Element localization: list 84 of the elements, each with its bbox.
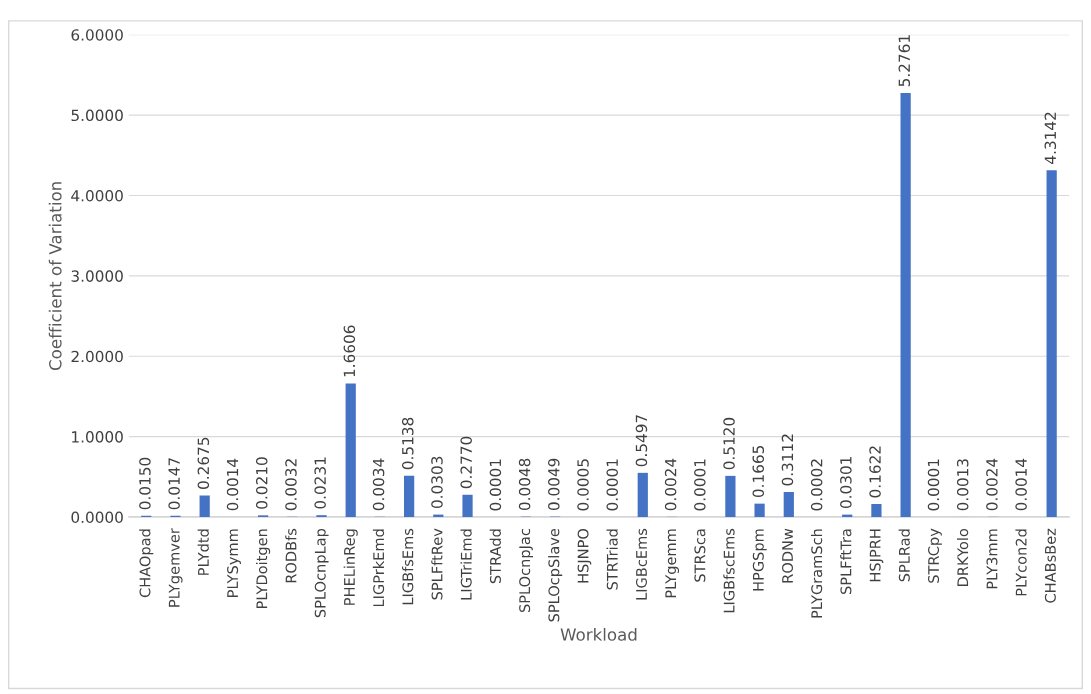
- x-tick-label: PLYgemver: [168, 528, 183, 607]
- data-label: 0.0147: [168, 458, 180, 510]
- y-tick-label: 1.0000: [72, 431, 123, 443]
- x-tick-label: RODNw: [782, 528, 794, 583]
- data-label: 0.5138: [401, 417, 414, 470]
- data-label: 0.0034: [372, 458, 385, 511]
- data-label: 0.0024: [986, 458, 998, 511]
- x-tick-label: SPLRad: [898, 529, 910, 582]
- bar: [871, 503, 882, 518]
- bar: [637, 472, 648, 518]
- bar: [900, 92, 911, 518]
- bar: [345, 383, 356, 518]
- x-tick-label: SPLFftTra: [840, 529, 852, 595]
- data-label: 0.0001: [927, 459, 940, 511]
- x-tick-label: DRKYolo: [956, 528, 969, 586]
- bar: [783, 492, 794, 518]
- x-tick-label: SPLFftRev: [431, 528, 443, 600]
- data-label: 0.3112: [781, 434, 794, 486]
- data-label: 0.0002: [810, 459, 823, 511]
- y-tick-label: 2.0000: [71, 350, 123, 363]
- y-tick-label: 6.0000: [71, 29, 123, 41]
- x-tick-label: SPLOcnpJac: [519, 529, 533, 613]
- data-label: 1.6606: [343, 325, 356, 377]
- data-label: 0.2770: [460, 436, 472, 489]
- bar: [725, 475, 736, 518]
- data-label: 0.0231: [314, 457, 326, 509]
- data-label: 0.0014: [226, 458, 239, 511]
- data-label: 0.0005: [577, 459, 589, 511]
- x-tick-label: PLYSymm: [227, 529, 241, 597]
- x-tick-label: CHAOpad: [139, 529, 154, 598]
- x-tick-label: RODBfs: [285, 528, 297, 583]
- x-axis-title: Workload: [560, 627, 637, 641]
- x-tick-label: LIGBcEms: [635, 528, 647, 600]
- data-label: 0.0001: [606, 459, 618, 511]
- x-tick-label: CHABsBez: [1044, 528, 1056, 603]
- data-label: 0.5120: [723, 417, 735, 470]
- x-tick-label: LIGBfscEms: [723, 528, 735, 613]
- x-tick-label: STRSca: [694, 529, 706, 582]
- data-label: 0.0032: [285, 459, 297, 511]
- x-tick-label: LIGBfsEms: [402, 528, 414, 605]
- data-label: 0.1665: [752, 445, 765, 498]
- data-label: 0.2675: [197, 437, 210, 489]
- bar: [754, 503, 765, 518]
- y-tick-label: 4.0000: [71, 189, 123, 202]
- data-label: 0.0049: [548, 458, 560, 511]
- data-label: 0.0001: [694, 459, 706, 511]
- x-tick-label: SPLOcpSlave: [548, 528, 563, 622]
- data-label: 0.0013: [956, 459, 969, 511]
- x-tick-label: PHELinReg: [343, 529, 358, 605]
- x-tick-label: PLYGramSch: [810, 529, 823, 618]
- data-label: 0.0210: [255, 457, 268, 509]
- x-tick-label: PLYDoitgen: [256, 529, 271, 608]
- x-tick-label: LIGTriEmd: [460, 529, 472, 600]
- bar: [1046, 170, 1057, 518]
- data-label: 4.3142: [1044, 112, 1057, 164]
- x-tick-label: HSJPRH: [869, 529, 884, 582]
- x-tick-label: HSJNPO: [577, 528, 592, 583]
- data-label: 0.0150: [139, 457, 151, 510]
- y-tick-label: 0.0000: [71, 511, 123, 524]
- data-label: 0.0303: [431, 456, 443, 509]
- x-tick-label: STRTriad: [606, 529, 618, 590]
- y-tick-label: 5.0000: [71, 109, 123, 122]
- x-tick-label: PLYdtd: [197, 529, 209, 575]
- data-label: 0.0014: [1015, 458, 1027, 511]
- data-label: 5.2761: [898, 35, 911, 87]
- data-label: 0.0301: [840, 457, 852, 509]
- bar: [199, 495, 210, 518]
- x-tick-label: HPGSpm: [752, 529, 767, 591]
- data-label: 0.0001: [489, 459, 502, 511]
- data-label: 0.0048: [518, 458, 531, 511]
- data-label: 0.1622: [869, 446, 881, 498]
- data-label: 0.0024: [664, 458, 677, 511]
- bar: [462, 494, 473, 518]
- y-axis-title: Coefficient of Variation: [48, 182, 62, 371]
- y-tick-label: 3.0000: [71, 270, 123, 282]
- x-tick-label: PLYcon2d: [1015, 529, 1027, 596]
- x-tick-label: LIGPrkEmd: [372, 529, 385, 607]
- bar: [404, 475, 415, 518]
- x-tick-label: STRCpy: [928, 528, 942, 583]
- x-tick-label: PLYgemm: [665, 529, 680, 598]
- x-tick-label: PLY3mm: [986, 529, 998, 589]
- x-tick-label: STRAdd: [489, 529, 501, 584]
- x-tick-label: SPLOcnpLap: [314, 528, 329, 618]
- data-label: 0.5497: [635, 415, 648, 467]
